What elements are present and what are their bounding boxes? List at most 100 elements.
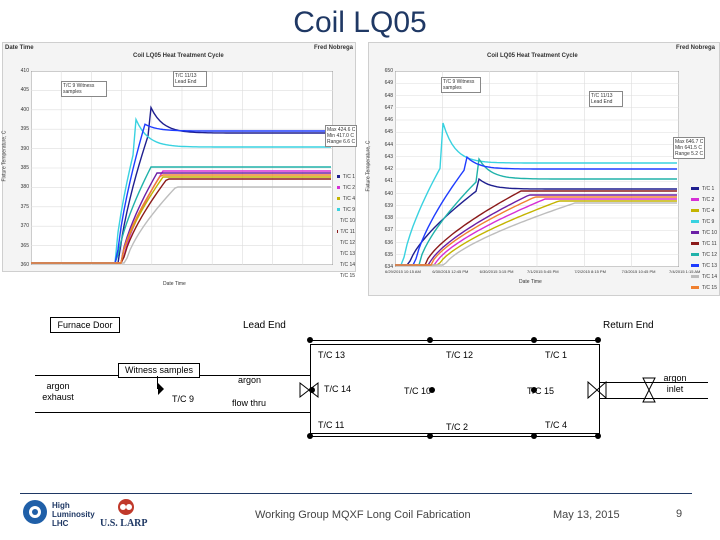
tc15-label: T/C 15 (527, 386, 555, 396)
right-chart-header-right: Fred Nobrega (675, 45, 715, 51)
left-chart-plot (31, 71, 333, 265)
right-ytick: 639 (384, 202, 393, 209)
legend-item: T/C 10 (337, 215, 355, 226)
right-ytick: 642 (384, 166, 393, 172)
legend-swatch (337, 197, 340, 200)
legend-label: T/C 13 (340, 250, 356, 257)
right-ytick: 635 (384, 251, 393, 258)
legend-swatch (337, 186, 340, 189)
legend-item: T/C 12 (691, 249, 717, 260)
legend-label: T/C 1 (702, 185, 715, 192)
legend-swatch (691, 220, 699, 223)
right-annot-min: Min 641.5 C (675, 145, 702, 151)
footer-date: May 13, 2015 (553, 509, 620, 521)
right-ytick: 647 (384, 104, 393, 111)
legend-item: T/C 13 (691, 260, 717, 271)
left-ytick: 390 (20, 145, 29, 152)
hilumi-logo-text: High Luminosity LHC (52, 501, 95, 528)
right-ytick: 640 (384, 190, 393, 197)
thermocouple-dot (307, 433, 313, 439)
series-line (395, 190, 677, 266)
left-chart: Date Time Fred Nobrega Coil LQ05 Heat Tr… (1, 42, 358, 287)
legend-label: T/C 10 (340, 217, 356, 224)
left-ytick: 360 (20, 262, 29, 268)
slide-title: Coil LQ05 (293, 6, 427, 39)
right-ytick: 644 (384, 141, 393, 148)
legend-label: T/C 9 (702, 218, 715, 225)
right-chart-xlabel: Date Time (519, 279, 542, 285)
uslarp-logo-text: U.S. LARP (100, 518, 148, 529)
lead-end-label: Lead End (243, 320, 286, 331)
right-ytick: 649 (384, 80, 393, 87)
footer-title: Working Group MQXF Long Coil Fabrication (255, 509, 471, 521)
legend-swatch (691, 286, 699, 289)
legend-item: T/C 9 (337, 204, 355, 215)
left-chart-xlabel: Date Time (163, 281, 186, 287)
legend-label: T/C 9 (342, 206, 355, 213)
legend-item: T/C 13 (337, 248, 355, 259)
right-ytick: 645 (384, 129, 393, 136)
tc1-label: T/C 1 (545, 350, 568, 360)
right-chart-xticks: 6/29/2015 10:15 AM 6/30/2015 12:45 PM 6/30… (385, 269, 700, 277)
legend-item: T/C 14 (691, 271, 717, 282)
uslarp-logo-icon (118, 499, 134, 515)
legend-label: T/C 13 (701, 262, 717, 269)
left-ytick: 410 (20, 68, 29, 74)
inlet-valve-icon (642, 377, 656, 403)
thermocouple-dot (595, 433, 601, 439)
thermocouple-dot (531, 337, 537, 343)
left-annot-lead: T/C 11/13 Lead End (173, 71, 207, 87)
legend-label: T/C 14 (340, 261, 356, 268)
left-plot-series (31, 105, 331, 264)
argon-inlet-label: argon inlet (663, 373, 687, 394)
right-xtick: 6/30/2015 3:15 PM (479, 269, 514, 274)
legend-item: T/C 14 (337, 259, 355, 270)
legend-item: T/C 12 (337, 237, 355, 248)
tc14-label: T/C 14 (324, 384, 352, 394)
right-plot-grid (395, 71, 679, 267)
thermocouple-dot (427, 337, 433, 343)
legend-label: T/C 15 (701, 284, 717, 291)
witness-arrow-icon (158, 383, 164, 395)
right-ytick: 646 (384, 117, 393, 123)
witness-samples-label: Witness samples (124, 365, 194, 375)
left-chart-legend: T/C 1 T/C 2 T/C 4 T/C 9 T/C 10 T/C 11 T/C 12 T/… (337, 171, 355, 281)
legend-swatch (691, 231, 699, 234)
left-chart-ylabel: Fixture Temperature, C (1, 130, 8, 182)
legend-swatch (691, 242, 699, 245)
return-end-label: Return End (603, 320, 654, 331)
page-number: 9 (676, 508, 683, 520)
legend-label: T/C 11 (702, 240, 717, 247)
hilumi-logo-icon (23, 500, 47, 524)
legend-item: T/C 1 (691, 183, 717, 194)
right-ytick: 643 (384, 153, 393, 160)
series-line (31, 174, 331, 264)
thermocouple-dot (531, 433, 537, 439)
thermocouple-dot (595, 337, 601, 343)
left-annot-max: Max 424.6 C (327, 127, 356, 133)
thermocouple-dot (309, 387, 315, 393)
right-ytick: 634 (384, 264, 393, 270)
right-ytick: 636 (384, 239, 393, 246)
tube-bottom-line (35, 412, 310, 413)
left-chart-header-left: Date Time (5, 45, 34, 51)
furnace-door-box: Furnace Door (50, 317, 120, 333)
valve-return-icon (587, 380, 607, 400)
legend-item: T/C 2 (337, 182, 355, 193)
series-line (395, 198, 677, 266)
left-annot-min: Min 417.0 C (327, 133, 354, 139)
left-ytick: 405 (20, 87, 29, 94)
tc11-label: T/C 11 (318, 420, 345, 430)
legend-item: T/C 1 (337, 171, 355, 182)
legend-label: T/C 12 (340, 239, 356, 246)
coil-bottom-rail (310, 436, 598, 437)
right-ytick: 648 (384, 92, 393, 99)
series-line (395, 200, 677, 266)
right-xtick: 7/3/2015 10:45 PM (621, 269, 656, 274)
thermocouple-dot (427, 433, 433, 439)
left-ytick: 370 (20, 223, 29, 230)
right-chart-title: Coil LQ05 Heat Treatment Cycle (487, 53, 578, 59)
left-plot-grid (31, 71, 333, 265)
legend-item: T/C 11 (337, 226, 355, 237)
right-annot-lead: T/C 11/13 Lead End (589, 91, 623, 107)
